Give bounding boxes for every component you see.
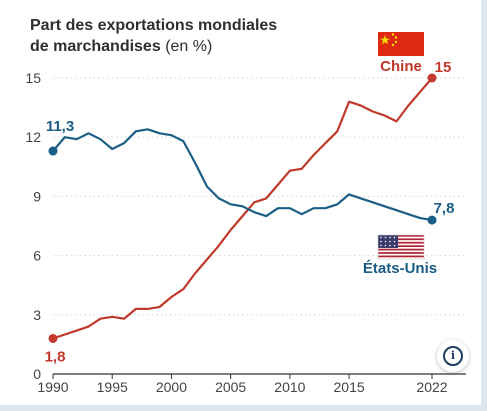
china-flag-small-star: [394, 40, 398, 44]
usa-flag-star: [393, 244, 396, 247]
info-button[interactable]: i: [437, 340, 469, 372]
usa-flag-stripe: [378, 252, 424, 254]
usa-flag-star: [384, 240, 387, 243]
x-tick-label: 1995: [97, 379, 128, 395]
series-end-point: [427, 215, 437, 225]
usa-flag-stripe: [378, 235, 424, 237]
usa-series-label: États-Unis: [363, 260, 437, 277]
y-tick-label: 6: [33, 248, 41, 264]
series-start-point: [48, 146, 58, 156]
series-line: [52, 128, 433, 222]
x-tick-label: 1990: [37, 379, 68, 395]
china-flag-small-star: [391, 33, 395, 36]
series-start-point: [48, 333, 58, 343]
x-tick-label: 2015: [334, 379, 365, 395]
usa-flag-canton: [378, 235, 398, 248]
usa-flag-icon: [377, 234, 425, 260]
x-tick-label: 2010: [274, 379, 305, 395]
y-tick-label: 3: [33, 307, 41, 323]
info-icon: i: [443, 346, 463, 366]
chart-title: Part des exportations mondiales de march…: [30, 15, 350, 57]
usa-flag-stripe: [378, 245, 424, 247]
usa-flag-star: [389, 236, 391, 239]
x-tick-label: 2005: [215, 379, 246, 395]
usa-flag-star: [380, 236, 382, 239]
series-line: [52, 77, 433, 340]
usa-flag-star: [389, 244, 391, 247]
usa-start-label: 11,3: [46, 118, 74, 135]
usa-flag-stripe: [378, 238, 424, 241]
china-series-label: Chine: [380, 58, 422, 75]
series-end-point: [427, 73, 437, 83]
usa-flag-stripe: [378, 241, 424, 244]
title-unit: (en %): [165, 38, 213, 55]
x-tick-label: 2022: [416, 379, 447, 395]
y-tick-label: 0: [33, 366, 41, 382]
china-start-label: 1,8: [45, 348, 66, 365]
china-flag-small-star: [394, 36, 398, 39]
usa-flag-star: [393, 240, 396, 243]
china-end-label: 15: [435, 59, 452, 76]
usa-flag-star: [393, 236, 396, 239]
y-tick-label: 9: [33, 188, 41, 204]
usa-flag-star: [380, 240, 382, 243]
china-flag-small-star: [391, 43, 395, 47]
china-flag-field: [378, 32, 424, 56]
usa-flag-star: [384, 236, 387, 239]
usa-flag-stripe: [378, 255, 424, 258]
usa-flag-star: [384, 244, 387, 247]
china-flag-icon: [378, 32, 424, 56]
usa-end-label: 7,8: [434, 200, 455, 217]
x-tick-label: 2000: [156, 379, 187, 395]
title-line-2: de marchandises: [30, 38, 161, 55]
china-flag-star: [380, 35, 390, 45]
y-tick-label: 12: [25, 129, 41, 145]
usa-flag-border: [377, 234, 425, 260]
usa-flag-star: [389, 240, 391, 243]
y-tick-label: 15: [25, 70, 41, 86]
usa-flag-star: [380, 244, 382, 247]
usa-flag-stripe: [378, 248, 424, 251]
title-line-1: Part des exportations mondiales: [30, 17, 278, 34]
